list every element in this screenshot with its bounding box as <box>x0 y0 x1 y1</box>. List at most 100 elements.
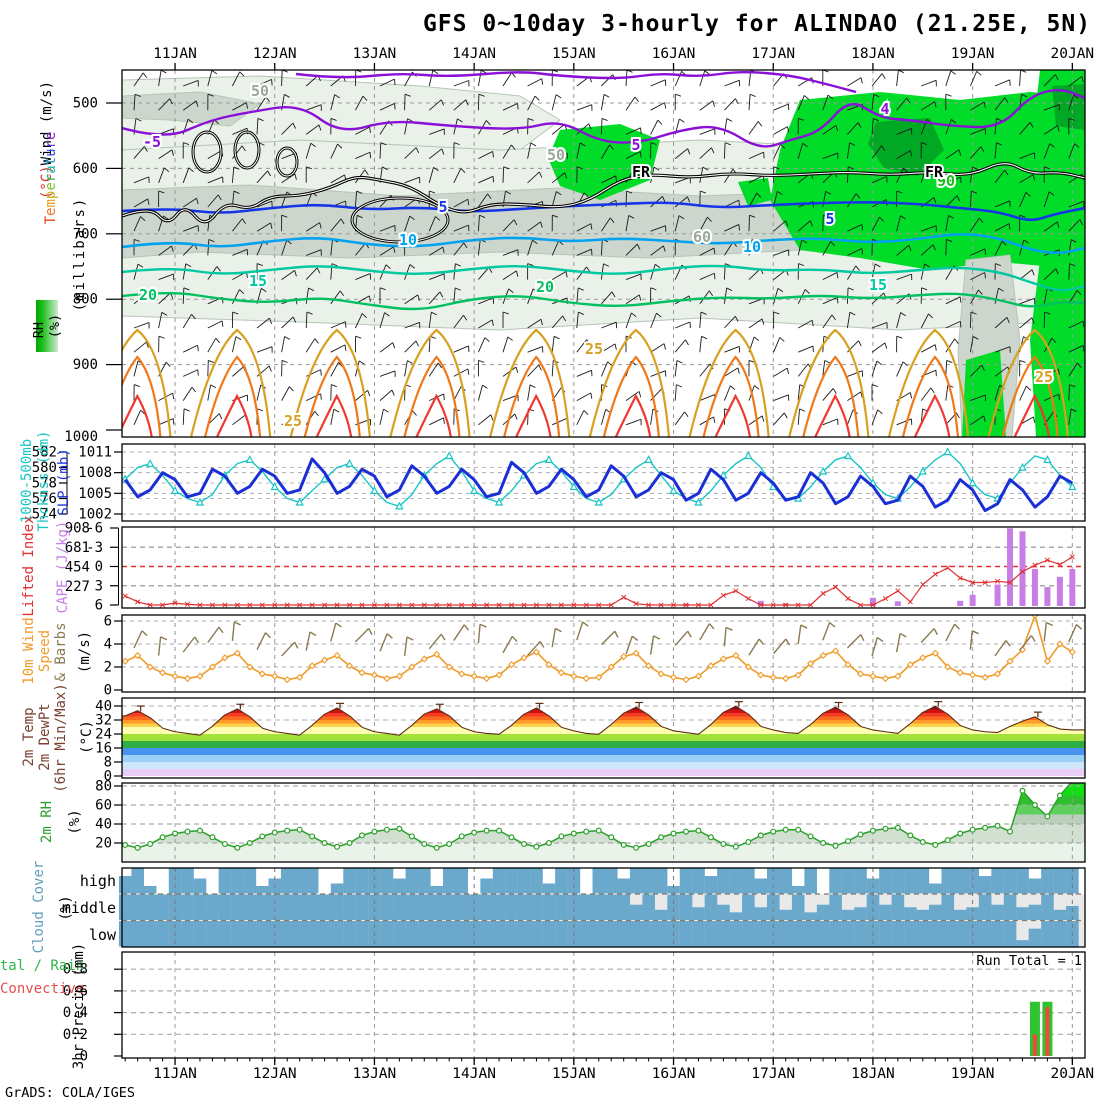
cloud-cover-panel <box>118 868 1085 947</box>
time-axis-label: 17JAN <box>751 1066 796 1082</box>
axis-ticks-and-labels: 5006007008009001000101110081005100258258… <box>32 96 122 1065</box>
svg-text:700: 700 <box>73 226 98 242</box>
cloud-unit-label: (%) <box>58 895 74 921</box>
time-axis-ticks <box>124 63 1073 1065</box>
svg-text:high: high <box>80 872 116 890</box>
temperature-label-letter: e <box>43 207 59 216</box>
run-total-badge: Run Total = 1 <box>976 953 1082 969</box>
page-title: GFS 0~10day 3-hourly for ALINDAO (21.25E… <box>422 11 1092 37</box>
svg-text:60: 60 <box>95 798 112 814</box>
temperature-label-letter: p <box>43 190 59 200</box>
rh-legend-box: RH (%) <box>31 300 63 352</box>
svg-text:16: 16 <box>95 741 112 757</box>
svg-text:15: 15 <box>869 276 887 294</box>
cape-label: CAPE (J/kg) <box>55 520 71 614</box>
wind10m-label-1: 10m Wind <box>21 617 37 685</box>
svg-text:5: 5 <box>825 210 834 228</box>
svg-text:FR: FR <box>632 163 651 181</box>
svg-text:1002: 1002 <box>78 507 112 523</box>
pressure-axis-label: (millibars) <box>72 196 88 312</box>
temperature-label-letter: m <box>43 199 59 208</box>
svg-text:1005: 1005 <box>78 486 112 502</box>
svg-text:1008: 1008 <box>78 465 112 481</box>
temperature-label-letter: e <box>43 131 59 141</box>
wind10m-unit-label: (m/s) <box>77 630 93 674</box>
time-axis-label: 13JAN <box>352 46 397 62</box>
svg-text:40: 40 <box>95 699 112 715</box>
cape-panel <box>122 527 1085 608</box>
temperature-label-letter: a <box>43 165 59 174</box>
svg-text:4: 4 <box>880 100 889 118</box>
svg-text:4: 4 <box>104 637 112 653</box>
rh2m-unit-label: (%) <box>67 809 83 835</box>
svg-text:600: 600 <box>73 161 98 177</box>
svg-text:0.6: 0.6 <box>63 983 88 999</box>
svg-text:-3: -3 <box>86 540 103 556</box>
svg-text:5: 5 <box>438 198 447 216</box>
precip-axis-label: 3hr Precip (mm) <box>71 942 87 1070</box>
grads-credit: GrADS: COLA/IGES <box>5 1085 136 1100</box>
time-axis-label: 13JAN <box>352 1066 397 1082</box>
time-axis-label: 17JAN <box>751 46 796 62</box>
svg-text:681: 681 <box>65 540 90 556</box>
svg-text:25: 25 <box>585 340 603 358</box>
slp-label: SLP (mb) <box>56 448 72 516</box>
svg-text:20: 20 <box>536 278 554 296</box>
svg-text:20: 20 <box>95 836 112 852</box>
svg-text:25: 25 <box>284 412 302 430</box>
time-axis-label: 16JAN <box>651 46 696 62</box>
time-axis-label: 14JAN <box>452 46 496 62</box>
time-axis-label: 14JAN <box>452 1066 496 1082</box>
cloud-cover-label: Cloud Cover <box>31 860 47 954</box>
wind10m-label-3: & Barbs <box>53 622 69 682</box>
svg-text:60: 60 <box>693 228 711 246</box>
time-axis-label: 15JAN <box>552 46 596 62</box>
svg-text:3: 3 <box>95 578 103 594</box>
svg-text:50: 50 <box>251 82 269 100</box>
svg-text:24: 24 <box>95 727 112 743</box>
svg-text:25: 25 <box>1035 368 1053 386</box>
svg-text:90: 90 <box>937 172 955 190</box>
temperature-label-letter: r <box>43 140 59 149</box>
svg-text:low: low <box>89 926 117 944</box>
svg-text:582: 582 <box>32 445 57 461</box>
precip-panel <box>122 952 1085 1058</box>
thickness-label-1: 1000-500mb <box>19 438 35 524</box>
svg-text:32: 32 <box>95 713 112 729</box>
svg-text:0.8: 0.8 <box>63 962 88 978</box>
svg-text:800: 800 <box>73 292 98 308</box>
wind10m-panel <box>122 615 1085 692</box>
time-axis-label: 12JAN <box>252 46 297 62</box>
time-axis-label: 18JAN <box>851 46 895 62</box>
rh2m-label: 2m RH <box>39 800 55 844</box>
svg-text:FR: FR <box>925 163 944 181</box>
lifted-index-label: Lifted Index <box>21 515 37 617</box>
svg-text:20: 20 <box>139 286 157 304</box>
freezing-level-line <box>122 130 1085 244</box>
time-axis-label: 20JAN <box>1050 46 1095 62</box>
svg-text:0: 0 <box>80 1049 88 1065</box>
svg-text:0: 0 <box>104 769 112 785</box>
svg-text:227: 227 <box>65 579 90 595</box>
svg-text:2: 2 <box>104 660 112 676</box>
svg-text:1011: 1011 <box>78 445 112 461</box>
svg-text:6: 6 <box>104 614 112 630</box>
svg-text:0: 0 <box>95 559 103 575</box>
svg-text:8: 8 <box>104 755 112 771</box>
thickness-label-2: Thcknss (dm) <box>36 430 52 532</box>
temp2m-label: 2m Temp <box>21 707 37 767</box>
svg-text:40: 40 <box>95 817 112 833</box>
time-axis-label: 11JAN <box>153 46 197 62</box>
svg-text:0.4: 0.4 <box>63 1005 88 1021</box>
panel-borders <box>121 69 1086 1059</box>
wind10m-barbs <box>133 621 1083 657</box>
time-axis-label: 20JAN <box>1050 1066 1095 1082</box>
temperature-label-letter: T <box>43 215 59 225</box>
minmax-label: (6hr Min/Max) <box>53 683 69 793</box>
slp-panel <box>122 444 1085 521</box>
svg-text:-6: -6 <box>86 521 103 537</box>
svg-text:454: 454 <box>65 560 90 576</box>
